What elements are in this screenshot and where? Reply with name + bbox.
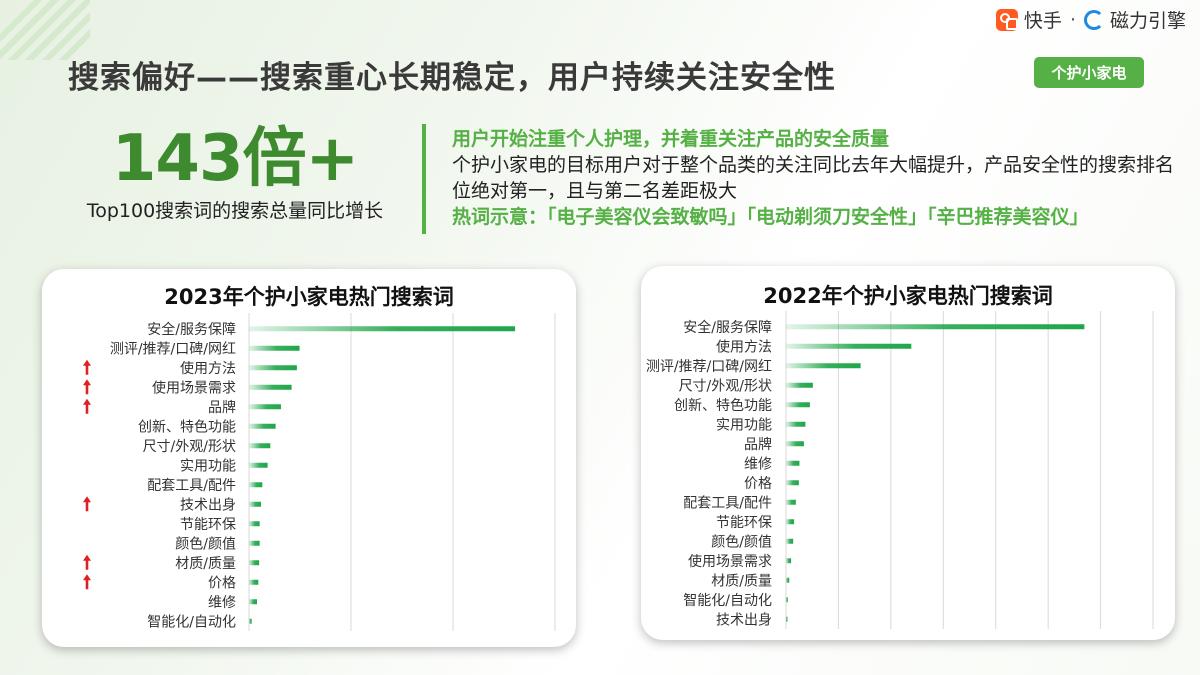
category-label: 尺寸/外观/形状 [143, 439, 236, 455]
bar [249, 462, 268, 468]
bar [786, 363, 861, 369]
bar [786, 460, 800, 466]
bar [786, 538, 794, 544]
category-label: 创新、特色功能 [138, 418, 236, 435]
bar [249, 326, 516, 332]
category-label: 实用功能 [180, 458, 236, 474]
description-body: 个护小家电的目标用户对于整个品类的关注同比去年大幅提升，产品安全性的搜索排名位绝… [452, 154, 1175, 202]
kuaishou-logo-icon [995, 8, 1018, 31]
cili-logo-icon [1083, 9, 1104, 30]
category-label: 配套工具/配件 [683, 495, 772, 511]
bar [786, 577, 790, 583]
chart-panel-2023: 2023年个护小家电热门搜索词 安全/服务保障测评/推荐/口碑/网红使用方法使用… [42, 269, 576, 647]
up-arrow-icon [83, 379, 91, 395]
bar [249, 501, 261, 507]
stat-value: 143倍+ [111, 122, 359, 196]
category-label: 品牌 [208, 399, 236, 416]
chart-2022: 安全/服务保障使用方法测评/推荐/口碑/网红尺寸/外观/形状创新、特色功能实用功… [646, 311, 1154, 629]
description-block: 用户开始注重个人护理，并着重关注产品的安全质量 个护小家电的目标用户对于整个品类… [452, 126, 1177, 230]
category-label: 材质/质量 [175, 556, 236, 572]
up-arrow-icon [83, 359, 91, 375]
bar [249, 423, 276, 429]
category-label: 使用场景需求 [152, 379, 236, 396]
category-label: 配套工具/配件 [147, 478, 236, 494]
bar [249, 599, 257, 605]
brand-separator: · [1069, 8, 1076, 31]
up-arrow-icon [83, 574, 91, 590]
category-label: 安全/服务保障 [147, 321, 236, 338]
category-label: 节能环保 [716, 515, 772, 531]
bar [249, 521, 260, 527]
page-title: 搜索偏好——搜索重心长期稳定，用户持续关注安全性 [68, 60, 836, 96]
category-label: 智能化/自动化 [683, 593, 772, 609]
bar [249, 365, 297, 371]
kuaishou-name: 快手 [1023, 10, 1062, 32]
category-label: 技术出身 [716, 612, 772, 628]
chart-title-2023: 2023年个护小家电热门搜索词 [164, 285, 454, 309]
category-label: 智能化/自动化 [147, 614, 236, 630]
bar [249, 560, 260, 566]
category-label: 技术出身 [180, 497, 236, 513]
bar [249, 482, 263, 488]
bar [786, 382, 813, 388]
category-label: 品牌 [744, 436, 772, 453]
cili-name: 磁力引擎 [1109, 10, 1186, 32]
bar [786, 402, 810, 408]
category-label: 测评/推荐/口碑/网红 [646, 359, 772, 375]
category-label: 材质/质量 [711, 573, 772, 589]
stat-caption: Top100搜索词的搜索总量同比增长 [86, 200, 384, 222]
category-label: 使用方法 [716, 338, 772, 355]
hotwords-line: 热词示意：「电子美容仪会致敏吗」「电动剃须刀安全性」「辛巴推荐美容仪」 [452, 206, 1089, 228]
bar [786, 616, 788, 622]
decorative-stripes [0, 0, 90, 60]
bar [249, 540, 260, 546]
chart-2023: 安全/服务保障测评/推荐/口碑/网红使用方法使用场景需求品牌创新、特色功能尺寸/… [83, 313, 556, 631]
category-label: 颜色/颜值 [711, 533, 772, 550]
bar [786, 558, 792, 564]
headline-stat: 143倍+ Top100搜索词的搜索总量同比增长 [60, 120, 410, 223]
category-label: 使用方法 [180, 360, 236, 377]
bar [786, 499, 796, 505]
category-label: 使用场景需求 [688, 553, 772, 570]
bar [249, 443, 271, 449]
category-label: 维修 [208, 595, 236, 611]
category-label: 安全/服务保障 [683, 319, 772, 336]
up-arrow-icon [83, 496, 91, 512]
bar [786, 519, 795, 525]
category-label: 价格 [208, 575, 236, 591]
bar [249, 579, 259, 585]
bar [249, 618, 252, 624]
category-label: 颜色/颜值 [175, 535, 236, 552]
divider-bar [422, 124, 426, 234]
bar [786, 480, 799, 486]
description-headline: 用户开始注重个人护理，并着重关注产品的安全质量 [452, 128, 890, 150]
up-arrow-icon [83, 554, 91, 570]
category-label: 测评/推荐/口碑/网红 [110, 341, 236, 357]
up-arrow-icon [83, 398, 91, 414]
bar [249, 384, 292, 390]
bar [249, 345, 300, 351]
chart-panel-2022: 2022年个护小家电热门搜索词 安全/服务保障使用方法测评/推荐/口碑/网红尺寸… [641, 266, 1175, 640]
chart-title-2022: 2022年个护小家电热门搜索词 [763, 284, 1053, 308]
bar [786, 343, 912, 349]
category-label: 实用功能 [716, 417, 772, 433]
category-label: 尺寸/外观/形状 [679, 378, 772, 394]
bar [786, 421, 806, 427]
bar [249, 404, 281, 410]
bar [786, 324, 1085, 330]
brand-logos: 快手 · 磁力引擎 [995, 6, 1186, 33]
category-label: 节能环保 [180, 517, 236, 533]
category-label: 价格 [744, 476, 772, 492]
category-badge: 个护小家电 [1034, 57, 1144, 88]
category-label: 创新、特色功能 [674, 397, 772, 414]
category-label: 维修 [744, 456, 772, 472]
bar [786, 441, 804, 447]
bar [786, 597, 788, 603]
